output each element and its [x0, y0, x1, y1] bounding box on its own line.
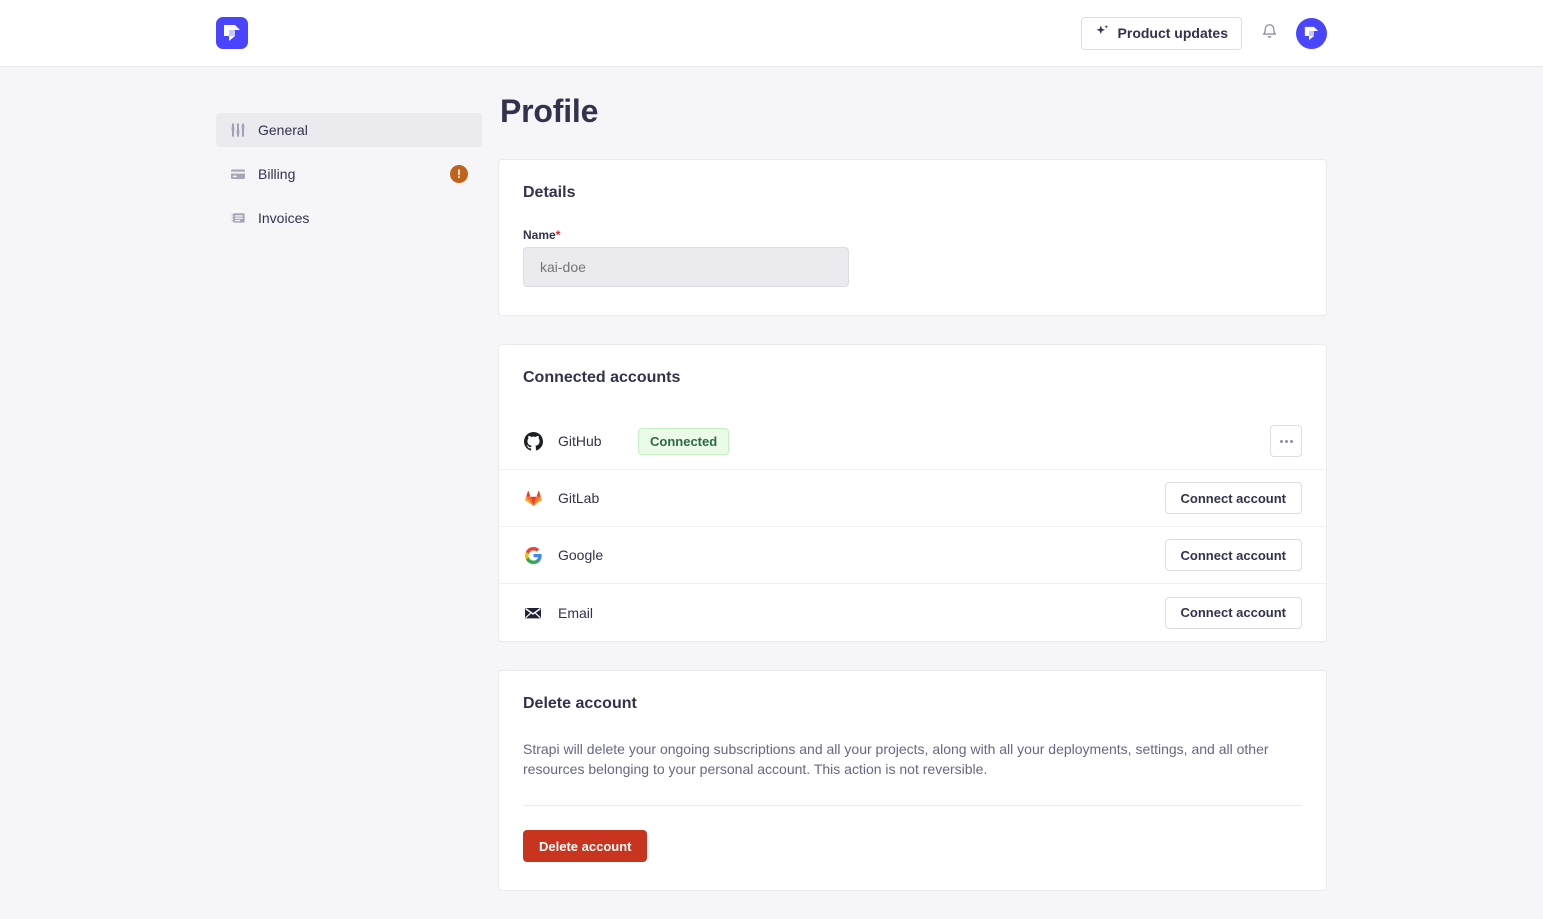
- delete-account-title: Delete account: [523, 695, 637, 712]
- strapi-logo-glyph: [224, 25, 240, 41]
- required-asterisk: *: [555, 228, 561, 242]
- connected-accounts-title: Connected accounts: [523, 369, 681, 386]
- sidebar-item-invoices-label: Invoices: [258, 210, 310, 226]
- delete-account-card: Delete account Strapi will delete your o…: [498, 670, 1327, 891]
- sidebar-item-general[interactable]: General: [216, 113, 482, 147]
- divider: [523, 805, 1302, 806]
- connect-account-button-gitlab[interactable]: Connect account: [1164, 482, 1302, 514]
- name-label-text: Name: [523, 228, 556, 242]
- gitlab-icon: [523, 488, 543, 508]
- sidebar-item-invoices[interactable]: Invoices: [216, 201, 482, 235]
- settings-sidebar: General Billing !: [216, 89, 482, 245]
- credit-card-icon: [230, 166, 246, 182]
- connect-account-button-email[interactable]: Connect account: [1164, 596, 1302, 629]
- account-name-google: Google: [558, 547, 604, 563]
- more-options-icon[interactable]: [1270, 425, 1302, 457]
- account-name-email: Email: [558, 604, 594, 621]
- receipt-icon: [230, 210, 246, 226]
- name-input[interactable]: [523, 247, 849, 287]
- user-avatar[interactable]: [1296, 17, 1327, 49]
- top-header-bar: Product updates: [0, 0, 1543, 67]
- dot-2: [1284, 439, 1288, 443]
- details-card: Details Name*: [498, 159, 1327, 316]
- delete-account-description: Strapi will delete your ongoing subscrip…: [523, 741, 1269, 777]
- sparkle-icon: [1095, 24, 1110, 42]
- connected-accounts-card: Connected accounts GitHub Connected: [498, 344, 1327, 642]
- header-actions: Product updates: [1080, 16, 1327, 50]
- billing-alert-badge: !: [450, 165, 468, 183]
- connect-account-button-google[interactable]: Connect account: [1164, 539, 1302, 571]
- google-icon: [523, 545, 543, 565]
- sidebar-item-billing[interactable]: Billing !: [216, 157, 482, 191]
- product-updates-button[interactable]: Product updates: [1080, 16, 1242, 50]
- table-row: Email Connect account: [499, 584, 1326, 641]
- dot-1: [1279, 439, 1283, 443]
- page-layout: General Billing !: [0, 67, 1543, 919]
- notifications-button[interactable]: [1254, 18, 1284, 48]
- strapi-avatar-icon: [1304, 26, 1319, 40]
- bell-icon: [1261, 23, 1278, 43]
- name-field-label: Name*: [523, 228, 1302, 242]
- product-updates-label: Product updates: [1117, 25, 1228, 41]
- sidebar-item-general-label: General: [258, 122, 308, 138]
- delete-account-button[interactable]: Delete account: [523, 830, 648, 862]
- page-title: Profile: [500, 93, 599, 129]
- sidebar-item-billing-label: Billing: [258, 166, 296, 182]
- strapi-logo-icon[interactable]: [216, 17, 248, 49]
- account-name-github: GitHub: [558, 433, 602, 449]
- details-card-title: Details: [523, 184, 576, 201]
- table-row: GitLab Connect account: [499, 470, 1326, 527]
- sliders-icon: [230, 122, 246, 138]
- main-content: Profile Details Name* Connected accounts: [498, 89, 1327, 919]
- dot-3: [1289, 439, 1293, 443]
- email-icon: [523, 603, 543, 623]
- table-row: Google Connect account: [499, 527, 1326, 584]
- table-row: GitHub Connected: [499, 413, 1326, 470]
- account-name-gitlab: GitLab: [558, 490, 600, 506]
- status-badge: Connected: [638, 427, 730, 455]
- github-icon: [523, 431, 543, 451]
